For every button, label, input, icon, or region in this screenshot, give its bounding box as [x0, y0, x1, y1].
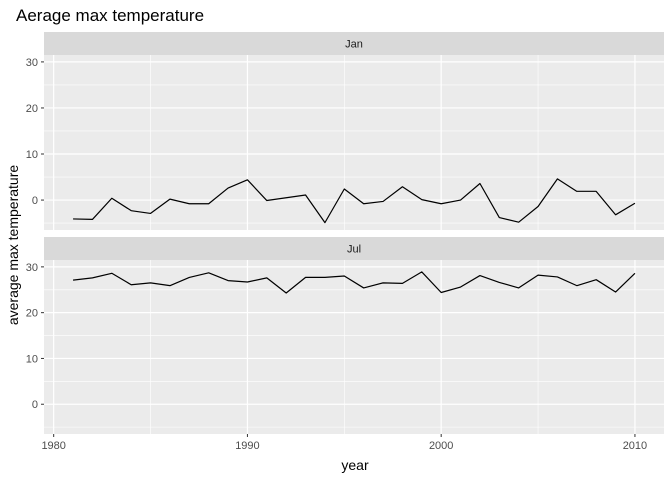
strip-background [44, 237, 664, 260]
facet-panels: Jan 0 10 20 30 Jul 0 10 20 30 [26, 32, 664, 434]
x-tick-label: 2000 [429, 440, 453, 452]
y-tick-label: 30 [26, 57, 38, 69]
x-axis: 1980 1990 2000 2010 [41, 434, 647, 452]
y-tick-label: 30 [26, 262, 38, 274]
y-tick-label: 0 [32, 399, 38, 411]
panel-background [44, 55, 664, 230]
y-tick-label: 0 [32, 195, 38, 207]
panel-background [44, 260, 664, 434]
y-tick-label: 20 [26, 308, 38, 320]
x-tick-label: 1980 [41, 440, 65, 452]
y-axis-title: average max temperature [5, 165, 21, 326]
strip-label: Jul [347, 244, 361, 256]
y-tick-label: 10 [26, 149, 38, 161]
strip-label: Jan [345, 39, 363, 51]
x-tick-label: 1990 [235, 440, 259, 452]
y-tick-label: 20 [26, 103, 38, 115]
strip-background [44, 32, 664, 55]
facet-panel-jul: Jul 0 10 20 30 [26, 237, 664, 434]
y-tick-label: 10 [26, 353, 38, 365]
x-axis-title: year [341, 457, 369, 473]
series-line-jul [72, 271, 636, 294]
series-line-jan [73, 178, 636, 224]
x-tick-label: 2010 [623, 440, 647, 452]
chart-title: Aerage max temperature [16, 6, 204, 25]
facet-panel-jan: Jan 0 10 20 30 [26, 32, 664, 230]
